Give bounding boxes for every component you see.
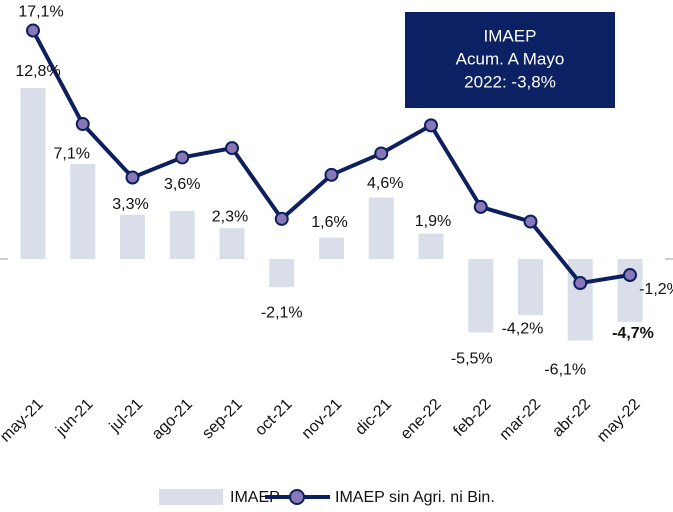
annotation-box (405, 12, 615, 108)
bar (468, 258, 494, 333)
line-marker (623, 268, 637, 283)
x-tick-label: jul-21 (106, 396, 146, 436)
legend-swatch (159, 489, 223, 505)
line-value-label: -1,2% (639, 281, 673, 298)
bar (518, 258, 543, 316)
x-tick-label: jun-21 (52, 396, 96, 440)
bar-value-label: 1,6% (311, 214, 347, 231)
line-marker (175, 150, 190, 165)
legend-label: IMAEP (230, 489, 280, 506)
x-tick-label: oct-21 (252, 396, 296, 440)
bar-value-label: 7,1% (54, 145, 90, 162)
bar-value-label: 3,3% (112, 196, 148, 213)
x-tick-label: ago-21 (149, 396, 196, 443)
x-tick-label: dic-21 (352, 396, 395, 439)
line-value-label: 17,1% (18, 4, 63, 21)
line-marker (473, 199, 488, 214)
x-tick-label: feb-22 (450, 396, 494, 440)
bar-value-label: -2,1% (261, 304, 303, 321)
line-marker (424, 118, 438, 133)
bar (319, 237, 344, 259)
annotation-text: IMAEP (484, 26, 537, 45)
x-tick-label: mar-22 (496, 396, 544, 444)
x-tick-label: abr-22 (549, 396, 594, 441)
bar (70, 164, 96, 259)
annotation-text: 2022: -3,8% (464, 72, 556, 91)
bar-value-label: 3,6% (164, 176, 200, 193)
bar (269, 258, 295, 288)
bar (219, 228, 245, 259)
bar-value-label: 2,3% (212, 208, 248, 225)
line-marker (26, 23, 40, 38)
x-tick-label: ene-22 (398, 396, 445, 443)
bar-value-label: -4,2% (502, 320, 544, 337)
x-tick-label: may-21 (0, 396, 47, 446)
bar (418, 233, 444, 259)
line-marker (75, 117, 90, 132)
x-tick-label: nov-21 (299, 396, 346, 443)
line-marker (374, 146, 389, 161)
bar-value-label: -6,1% (544, 362, 586, 379)
bar (169, 210, 195, 259)
bar (120, 214, 145, 259)
bar-value-label: 4,6% (367, 175, 403, 192)
line-marker (523, 214, 538, 229)
annotation-text: Acum. A Mayo (456, 49, 565, 68)
bar-value-label: 1,9% (415, 213, 451, 230)
x-tick-label: may-22 (594, 396, 644, 446)
x-tick-label: sep-21 (199, 396, 246, 443)
line-marker (324, 167, 339, 182)
legend-label: IMAEP sin Agri. ni Bin. (335, 489, 495, 506)
line-marker (125, 170, 140, 185)
bar (20, 87, 46, 259)
line-marker (573, 276, 588, 291)
bar (368, 197, 394, 259)
line-marker (274, 211, 289, 226)
line-marker (225, 141, 239, 156)
bar-value-label: 12,8% (15, 63, 60, 80)
bar-value-label: -5,5% (451, 351, 493, 368)
bar-value-label: -4,7% (612, 325, 654, 342)
legend-swatch (289, 489, 305, 505)
